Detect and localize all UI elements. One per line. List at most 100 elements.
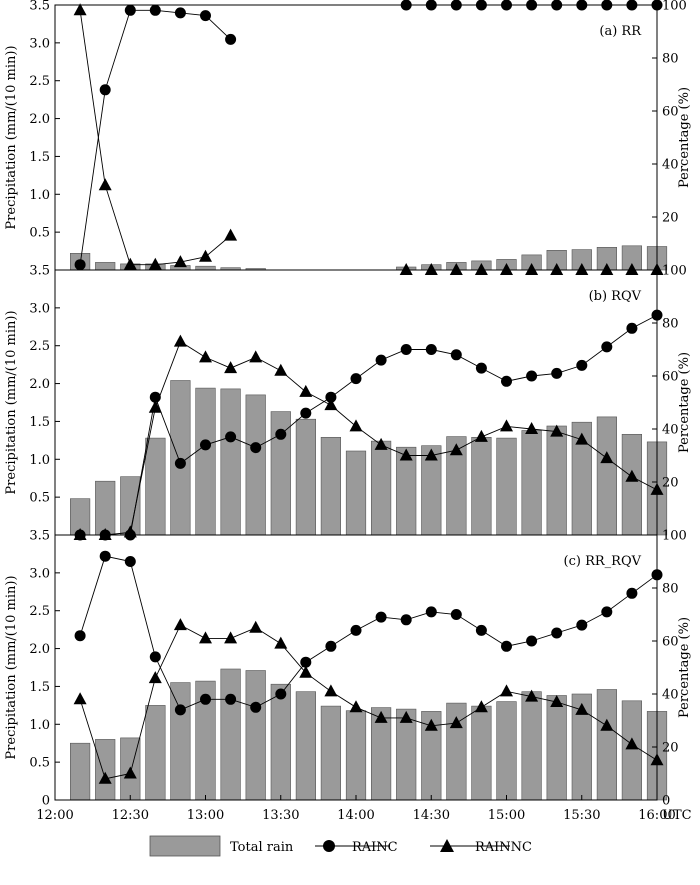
point-rainc bbox=[576, 619, 588, 631]
left-tick-label: 3.5 bbox=[29, 264, 50, 279]
point-rainnc bbox=[575, 263, 589, 275]
point-rainnc bbox=[148, 671, 162, 684]
left-tick-label: 3.5 bbox=[29, 529, 50, 544]
left-tick-label: 2.0 bbox=[29, 377, 50, 392]
point-rainc bbox=[425, 344, 437, 355]
point-rainc bbox=[200, 10, 211, 22]
point-rainnc bbox=[575, 432, 589, 445]
x-tick-label: 13:00 bbox=[187, 808, 224, 823]
point-rainnc bbox=[274, 636, 288, 649]
point-rainnc bbox=[349, 700, 363, 713]
bar-total-rain bbox=[145, 437, 166, 536]
chart-panels: 0.5 1.0 1.5 2.0 2.5 3.0 3.5 20 40 60 80 100 (a) RR Pr… bbox=[4, 0, 692, 823]
point-rainc bbox=[526, 635, 538, 647]
point-rainnc bbox=[600, 718, 614, 731]
right-axis-title: Percentage (%) bbox=[677, 87, 692, 188]
left-tick-label: 0 bbox=[42, 794, 50, 809]
left-tick-label: 1.0 bbox=[29, 453, 50, 468]
x-tick-label: 15:00 bbox=[488, 808, 525, 823]
left-tick-label: 2.5 bbox=[29, 604, 50, 619]
point-rainnc bbox=[600, 451, 614, 464]
right-tick-label: 100 bbox=[662, 264, 687, 279]
bar-total-rain bbox=[621, 433, 642, 536]
right-tick-label: 80 bbox=[662, 582, 679, 597]
point-rainc bbox=[576, 359, 588, 371]
bar-total-rain bbox=[145, 705, 166, 801]
x-tick-label: 15:30 bbox=[563, 808, 600, 823]
point-rainnc bbox=[449, 443, 463, 456]
right-tick-label: 40 bbox=[662, 158, 679, 173]
left-tick-label: 1.0 bbox=[29, 718, 50, 733]
point-rainc bbox=[149, 4, 161, 16]
point-rainnc bbox=[98, 771, 112, 784]
point-rainc bbox=[174, 457, 186, 469]
left-axis-title: Precipitation (mm/(10 min)) bbox=[4, 45, 19, 229]
point-rainc bbox=[400, 614, 412, 626]
right-tick-label: 60 bbox=[662, 635, 679, 650]
legend-label-total-rain: Total rain bbox=[230, 840, 294, 855]
bar-total-rain bbox=[596, 416, 617, 536]
bar-total-rain bbox=[245, 670, 266, 801]
point-rainc bbox=[601, 341, 613, 353]
panel-1: 0.5 1.0 1.5 2.0 2.5 3.0 3.5 20 40 60 80 100 (a) RR Pr… bbox=[4, 0, 692, 275]
point-rainnc bbox=[550, 424, 564, 437]
right-axis-title: Percentage (%) bbox=[677, 617, 692, 718]
bar-total-rain bbox=[596, 689, 617, 801]
legend-label-rainnc: RAINNC bbox=[475, 840, 532, 855]
bar-total-rain bbox=[95, 262, 116, 271]
point-rainnc bbox=[424, 718, 438, 731]
left-tick-label: 2.5 bbox=[29, 74, 50, 89]
point-rainnc bbox=[374, 710, 388, 723]
point-rainc bbox=[225, 431, 237, 443]
left-tick-label: 3.0 bbox=[29, 301, 50, 316]
point-rainc bbox=[225, 33, 237, 45]
left-axis-title: Precipitation (mm/(10 min)) bbox=[4, 310, 19, 494]
line-rainc bbox=[79, 555, 658, 711]
left-tick-label: 1.5 bbox=[29, 415, 50, 430]
point-rainnc bbox=[173, 255, 187, 268]
point-rainnc bbox=[98, 528, 112, 540]
left-tick-label: 0.5 bbox=[29, 756, 50, 771]
line-rainnc bbox=[80, 340, 658, 536]
point-rainnc bbox=[73, 3, 87, 16]
bar-total-rain bbox=[220, 388, 241, 536]
point-rainnc bbox=[173, 334, 187, 347]
x-tick-label: 16:00 bbox=[638, 808, 675, 823]
bar-total-rain bbox=[370, 440, 392, 536]
point-rainc bbox=[475, 362, 487, 374]
point-rainc bbox=[601, 606, 613, 618]
right-tick-label: 60 bbox=[662, 105, 679, 120]
bar-total-rain bbox=[170, 380, 191, 536]
point-rainc bbox=[551, 627, 563, 639]
point-rainc bbox=[174, 704, 186, 716]
point-rainnc bbox=[173, 618, 187, 631]
point-rainnc bbox=[399, 448, 413, 461]
x-tick-label: 12:00 bbox=[36, 808, 73, 823]
point-rainnc bbox=[449, 716, 463, 729]
bar-total-rain bbox=[95, 739, 116, 801]
point-rainc bbox=[450, 609, 462, 620]
point-rainnc bbox=[374, 437, 388, 450]
point-rainnc bbox=[324, 398, 338, 411]
point-rainc bbox=[325, 640, 337, 652]
point-rainc bbox=[475, 624, 487, 636]
line-rainc bbox=[79, 9, 231, 265]
point-rainc bbox=[450, 349, 462, 361]
right-axis-title: Percentage (%) bbox=[677, 352, 692, 453]
legend: Total rain RAINC RAINNC bbox=[149, 835, 532, 857]
bar-total-rain bbox=[546, 695, 567, 801]
point-rainnc bbox=[625, 469, 639, 482]
bar-total-rain bbox=[471, 436, 492, 536]
right-tick-label: 80 bbox=[662, 52, 679, 67]
line-rainnc bbox=[79, 624, 658, 780]
bar-total-rain bbox=[546, 425, 567, 536]
left-axis-title: Precipitation (mm/(10 min)) bbox=[4, 575, 19, 759]
point-rainnc bbox=[399, 263, 413, 275]
x-tick-label: 12:30 bbox=[112, 808, 149, 823]
legend-label-rainc: RAINC bbox=[352, 840, 398, 855]
point-rainnc bbox=[500, 419, 513, 432]
legend-marker-rainc bbox=[323, 840, 335, 852]
x-tick-label: 13:30 bbox=[262, 808, 299, 823]
panel-title: (c) RR_RQV bbox=[564, 554, 642, 569]
bar-total-rain bbox=[195, 265, 216, 271]
